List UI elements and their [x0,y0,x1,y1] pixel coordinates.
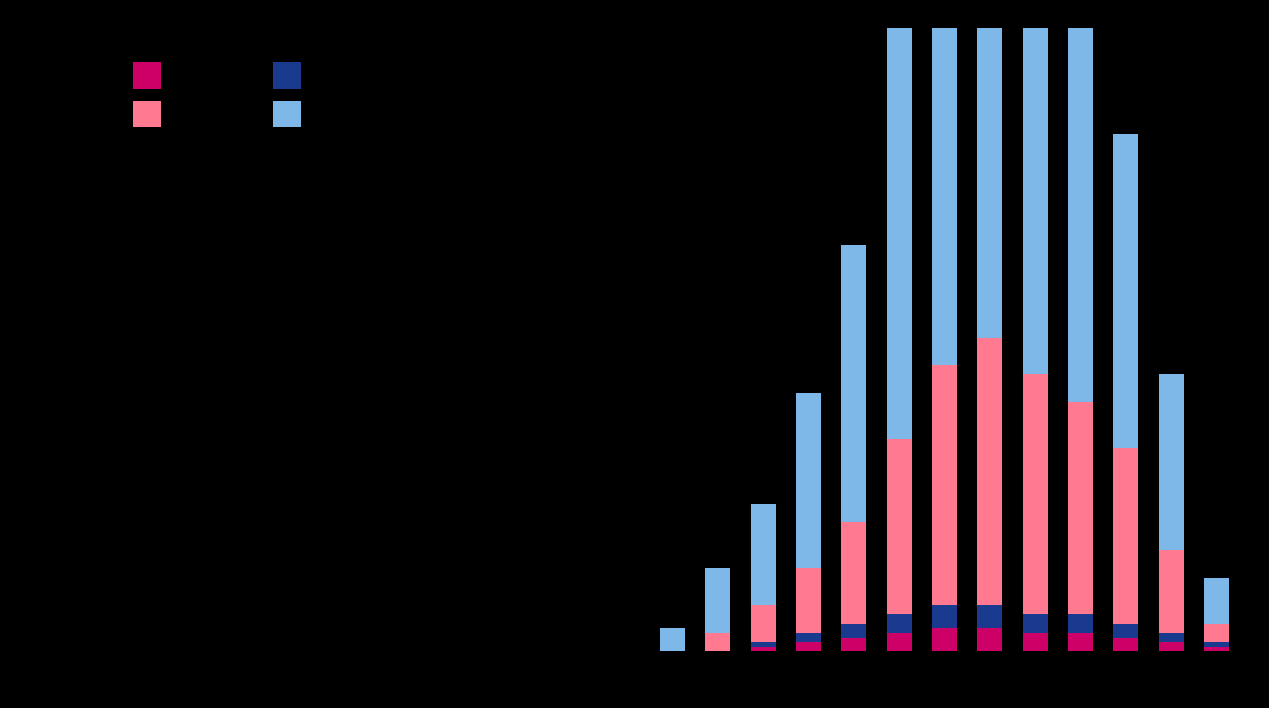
Bar [841,624,867,637]
Bar [1159,375,1184,550]
Bar [887,633,911,651]
Bar [1204,578,1228,624]
Bar [931,365,957,605]
Bar [931,0,957,365]
Bar [1068,0,1093,402]
Bar [931,605,957,628]
Bar [931,628,957,651]
Bar [841,637,867,651]
Bar [1023,633,1048,651]
Bar [1204,646,1228,651]
Bar [841,245,867,522]
Bar [887,615,911,633]
Bar [751,646,775,651]
Bar [751,605,775,642]
Bar [751,503,775,605]
Bar [841,522,867,624]
Bar [1204,642,1228,646]
Bar [887,439,911,615]
Bar [796,393,821,569]
Bar [751,642,775,646]
Bar [1068,615,1093,633]
Bar [1113,448,1138,624]
Bar [1023,375,1048,615]
Bar [977,0,1003,338]
Bar [706,633,731,651]
Bar [1023,0,1048,375]
Bar [1159,633,1184,642]
Bar [1068,633,1093,651]
Bar [1023,615,1048,633]
Bar [1113,637,1138,651]
Bar [796,633,821,642]
Bar [977,605,1003,628]
Bar [796,642,821,651]
Bar [1113,135,1138,448]
Bar [977,338,1003,605]
Bar [706,569,731,633]
Bar [977,628,1003,651]
Bar [796,569,821,633]
Bar [1068,402,1093,615]
Bar [887,23,911,439]
Bar [1204,624,1228,642]
Bar [660,628,685,651]
Bar [1159,550,1184,633]
Bar [1113,624,1138,637]
Bar [1159,642,1184,651]
